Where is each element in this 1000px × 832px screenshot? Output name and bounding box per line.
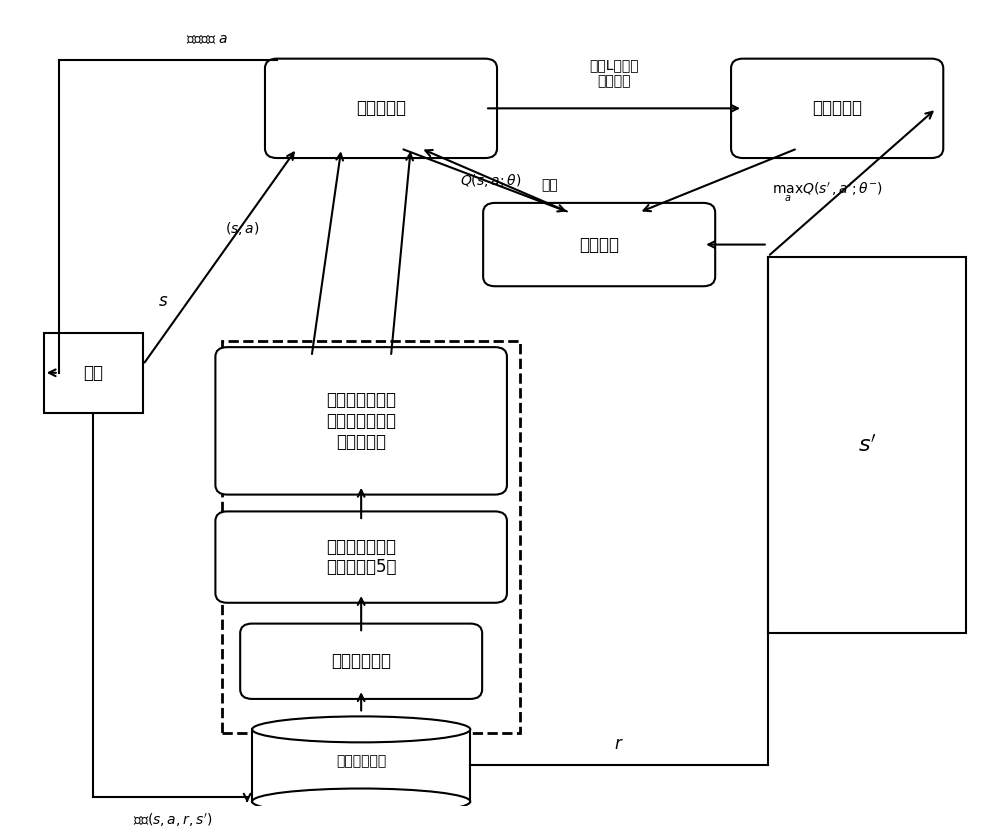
Text: 选择动作 $a$: 选择动作 $a$ [186,32,228,46]
FancyBboxPatch shape [731,59,943,158]
Text: 每隔L时间步
拷贝参数: 每隔L时间步 拷贝参数 [589,58,639,88]
Bar [768,256,966,633]
FancyBboxPatch shape [240,624,482,699]
Text: 经验回放单元: 经验回放单元 [336,754,386,768]
Text: $s'$: $s'$ [858,434,876,456]
FancyBboxPatch shape [483,203,715,286]
Text: 误差函数: 误差函数 [579,235,619,254]
Text: 若样本失败保存
样本失败前5帧: 若样本失败保存 样本失败前5帧 [326,537,396,577]
Text: 提取样本特征: 提取样本特征 [331,652,391,671]
Text: 当前值网络: 当前值网络 [356,99,406,117]
Text: 环境: 环境 [83,364,103,382]
Text: $Q(s, a;\theta)$: $Q(s, a;\theta)$ [460,172,522,190]
Text: 梯度: 梯度 [541,179,558,192]
Text: 对比样本，若在
保存经验中则随
机另一动作: 对比样本，若在 保存经验中则随 机另一动作 [326,391,396,451]
FancyBboxPatch shape [265,59,497,158]
Text: 目标值网络: 目标值网络 [812,99,862,117]
FancyBboxPatch shape [44,333,143,413]
Text: $r$: $r$ [614,735,624,754]
Ellipse shape [252,716,470,742]
Text: 存放$(s,a,r,s')$: 存放$(s,a,r,s')$ [133,812,213,830]
Bar [222,341,520,733]
Ellipse shape [252,789,470,815]
Text: $s$: $s$ [158,292,168,310]
FancyBboxPatch shape [215,347,507,494]
Bar [252,730,470,801]
Text: $\max_{a}Q(s',a';\theta^{-})$: $\max_{a}Q(s',a';\theta^{-})$ [772,181,883,204]
Text: $(s,a)$: $(s,a)$ [225,220,259,237]
FancyBboxPatch shape [215,512,507,602]
